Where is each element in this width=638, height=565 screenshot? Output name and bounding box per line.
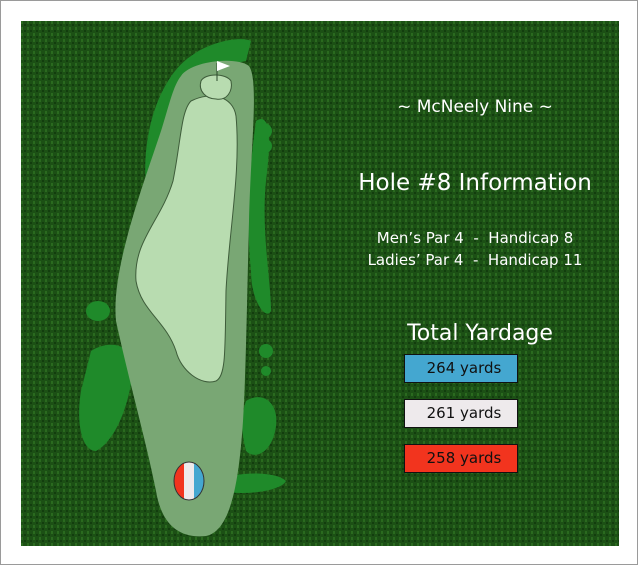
hole-map	[21, 21, 619, 546]
flag-icon	[216, 61, 230, 81]
white-tee-yardage: 261 yards	[404, 399, 518, 428]
ladies-par-handicap: Ladies’ Par 4 - Handicap 11	[367, 251, 583, 269]
red-tee-yardage: 258 yards	[404, 444, 518, 473]
blue-tee-yardage: 264 yards	[404, 354, 518, 383]
total-yardage-label: Total Yardage	[407, 321, 553, 346]
putting-green	[199, 74, 232, 100]
course-title: ~ McNeely Nine ~	[397, 97, 553, 117]
hole-map-background: ~ McNeely Nine ~ Hole #8 Information Men…	[21, 21, 619, 546]
par-handicap-info: Men’s Par 4 - Handicap 8 Ladies’ Par 4 -…	[326, 227, 619, 271]
mens-par-handicap: Men’s Par 4 - Handicap 8	[376, 229, 574, 247]
tee-marker-icon	[173, 461, 205, 501]
hole-title: Hole #8 Information	[358, 170, 592, 196]
fairway	[135, 95, 238, 383]
